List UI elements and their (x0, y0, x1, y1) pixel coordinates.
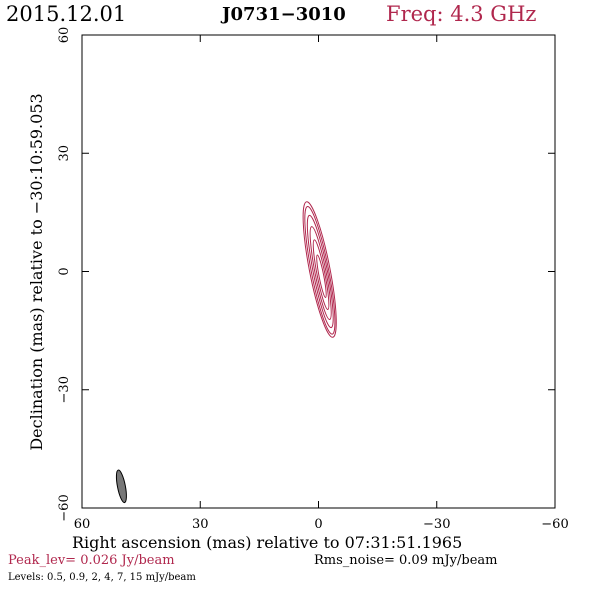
contour-line (312, 239, 330, 310)
beam-ellipse (115, 469, 127, 504)
peak-level: Peak_lev= 0.026 Jy/beam (8, 553, 175, 568)
x-tick-label: −60 (541, 517, 568, 532)
frequency-label: Freq: 4.3 GHz (386, 2, 537, 26)
axis-ticks (81, 34, 556, 509)
contour-line (306, 214, 334, 329)
contour-levels: Levels: 0.5, 0.9, 2, 4, 7, 15 mJy/beam (8, 572, 196, 583)
x-tick-label: 30 (192, 517, 209, 532)
observation-date: 2015.12.01 (6, 2, 127, 26)
y-axis-label: Declination (mas) relative to −30:10:59.… (27, 93, 46, 450)
source-name: J0731−3010 (222, 4, 346, 25)
y-tick-label: 30 (57, 145, 72, 162)
y-tick-label: 60 (57, 27, 72, 44)
y-tick-label: −60 (57, 494, 72, 521)
x-tick-label: 60 (74, 517, 91, 532)
y-tick-labels: −60 −30 0 30 60 (57, 27, 72, 522)
y-tick-label: 0 (57, 267, 72, 275)
contour-group (302, 201, 337, 338)
x-tick-label: −30 (423, 517, 450, 532)
contour-line (309, 226, 332, 321)
x-tick-label: 0 (314, 517, 322, 532)
y-tick-label: −30 (57, 376, 72, 403)
contour-line (302, 201, 337, 338)
contour-line (304, 205, 336, 335)
rms-noise: Rms_noise= 0.09 mJy/beam (314, 553, 498, 568)
beam-group (115, 469, 127, 504)
x-tick-labels: 60 30 0 −30 −60 (74, 517, 569, 532)
contour-line (316, 254, 327, 299)
x-axis-label: Right ascension (mas) relative to 07:31:… (72, 533, 463, 552)
